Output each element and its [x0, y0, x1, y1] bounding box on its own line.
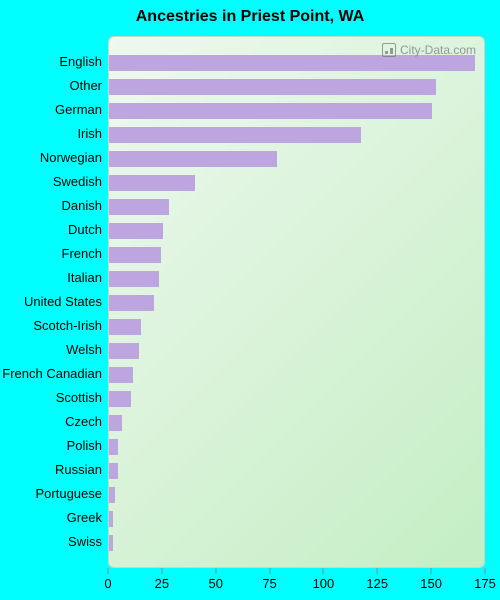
- y-axis-label: Irish: [77, 126, 102, 141]
- watermark-text: City-Data.com: [400, 43, 476, 57]
- bar: [109, 415, 122, 431]
- bar: [109, 439, 118, 455]
- y-axis-label: Czech: [65, 414, 102, 429]
- x-tick-mark: [377, 568, 378, 574]
- y-axis-label: Swedish: [53, 174, 102, 189]
- y-axis-label: Greek: [67, 510, 102, 525]
- y-axis-label: Portuguese: [36, 486, 103, 501]
- y-axis-label: French Canadian: [2, 366, 102, 381]
- chart-title: Ancestries in Priest Point, WA: [0, 8, 500, 26]
- x-tick-label: 150: [420, 576, 442, 591]
- bar: [109, 247, 161, 263]
- bar: [109, 127, 361, 143]
- y-axis-label: German: [55, 102, 102, 117]
- y-axis-label: English: [59, 54, 102, 69]
- bar: [109, 295, 154, 311]
- x-tick-mark: [161, 568, 162, 574]
- x-tick-label: 100: [313, 576, 335, 591]
- y-axis-label: Scottish: [56, 390, 102, 405]
- bar: [109, 79, 436, 95]
- bar: [109, 175, 195, 191]
- y-axis-label: French: [62, 246, 102, 261]
- x-tick-mark: [108, 568, 109, 574]
- x-tick-mark: [215, 568, 216, 574]
- bar: [109, 511, 113, 527]
- bar: [109, 487, 115, 503]
- x-tick-mark: [485, 568, 486, 574]
- watermark-chart-icon: [382, 43, 396, 57]
- y-axis-label: Swiss: [68, 534, 102, 549]
- bar: [109, 151, 277, 167]
- bar: [109, 535, 113, 551]
- bar: [109, 343, 139, 359]
- x-tick-label: 125: [366, 576, 388, 591]
- bar: [109, 367, 133, 383]
- x-tick-label: 50: [208, 576, 222, 591]
- y-axis-label: Norwegian: [40, 150, 102, 165]
- x-tick-label: 25: [155, 576, 169, 591]
- plot-area: City-Data.com: [108, 36, 485, 568]
- bar: [109, 271, 159, 287]
- bar: [109, 199, 169, 215]
- bar: [109, 463, 118, 479]
- x-tick-label: 0: [104, 576, 111, 591]
- x-tick-mark: [323, 568, 324, 574]
- x-tick-label: 75: [262, 576, 276, 591]
- x-tick-label: 175: [474, 576, 496, 591]
- bar: [109, 319, 141, 335]
- bar: [109, 223, 163, 239]
- y-axis-label: Other: [69, 78, 102, 93]
- bar: [109, 55, 475, 71]
- watermark: City-Data.com: [382, 43, 476, 57]
- y-axis-label: United States: [24, 294, 102, 309]
- y-axis-label: Italian: [67, 270, 102, 285]
- bar: [109, 103, 432, 119]
- bars-layer: [109, 37, 484, 567]
- y-axis-label: Danish: [62, 198, 102, 213]
- y-axis-label: Dutch: [68, 222, 102, 237]
- y-axis-label: Russian: [55, 462, 102, 477]
- x-tick-mark: [431, 568, 432, 574]
- y-axis-label: Scotch-Irish: [33, 318, 102, 333]
- bar: [109, 391, 131, 407]
- x-tick-mark: [269, 568, 270, 574]
- y-axis-label: Welsh: [66, 342, 102, 357]
- y-axis-label: Polish: [67, 438, 102, 453]
